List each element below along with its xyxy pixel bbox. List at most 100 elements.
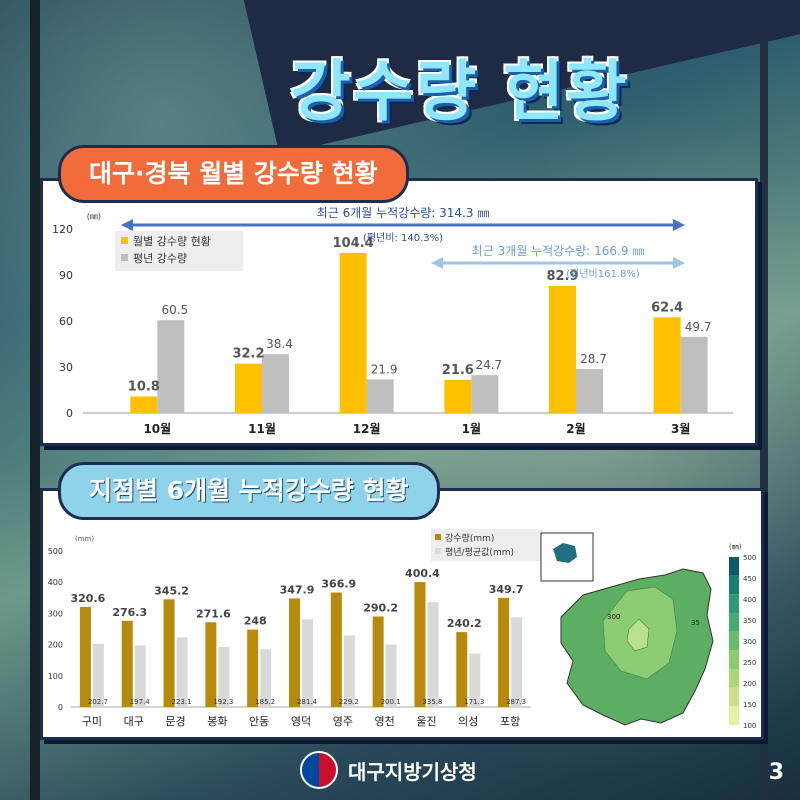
data-label-station-normal: 335.8 xyxy=(422,698,442,706)
data-label-monthly: 32.2 xyxy=(232,347,264,362)
data-label-station-normal: 197.4 xyxy=(130,698,151,706)
monthly-precipitation-chart: (㎜) 0 30 60 90 120 10.8 60.5 10월 32.238.4 11월 104.4… xyxy=(52,206,733,436)
x-tick-label: 영주 xyxy=(333,715,353,728)
map-scale-cell xyxy=(729,706,739,725)
bar-monthly xyxy=(339,252,367,413)
legend-swatch xyxy=(435,548,441,554)
y-tick-label: 0 xyxy=(66,407,73,420)
arrow-head-right-icon xyxy=(673,219,685,231)
data-label-station: 276.3 xyxy=(112,606,147,619)
bar-station xyxy=(372,616,384,707)
y-tick-label: 200 xyxy=(48,641,63,650)
x-tick-label: 10월 xyxy=(143,421,171,436)
bar-normal xyxy=(680,336,708,413)
bar-station xyxy=(247,629,259,707)
x-tick-label: 11월 xyxy=(248,421,276,436)
arrow-head-left-icon xyxy=(121,219,133,231)
data-label-monthly: 82.9 xyxy=(546,269,578,284)
data-label-station-normal: 281.4 xyxy=(297,698,318,706)
section1-title: 대구·경북 월별 강수량 현황 xyxy=(58,145,409,203)
map-scale-cell xyxy=(729,575,739,595)
data-label-station-normal: 202.7 xyxy=(88,698,108,706)
bar-station xyxy=(456,632,468,707)
map-scale-cell xyxy=(729,687,739,707)
arrow-head-left-icon xyxy=(431,257,443,269)
map-scale-unit: (㎜) xyxy=(729,543,742,551)
legend-swatch xyxy=(121,254,128,261)
legend-label: 평년 강수량 xyxy=(133,252,187,265)
data-label-normal: 28.7 xyxy=(580,352,607,366)
annotation-3m-note: (평년비161.8%) xyxy=(566,268,640,280)
data-label-station: 400.4 xyxy=(405,567,440,580)
bar-station-normal xyxy=(427,602,439,707)
page-number: 3 xyxy=(768,760,784,785)
page-title: 강수량 현황 xyxy=(290,53,629,130)
bar-monthly xyxy=(653,317,681,413)
y-tick-label: 30 xyxy=(59,361,73,374)
x-tick-label: 영천 xyxy=(375,714,395,728)
bar-normal xyxy=(157,320,185,413)
data-label-station-normal: 171.3 xyxy=(464,698,484,706)
bar-station-normal xyxy=(469,653,481,707)
bar-station xyxy=(205,622,217,707)
data-label-normal: 49.7 xyxy=(685,320,712,334)
data-label-station: 271.6 xyxy=(196,607,231,620)
map-scale-label: 450 xyxy=(743,575,756,583)
bar-monthly xyxy=(549,285,576,413)
bar-station-normal xyxy=(302,619,313,707)
map-scale-cell xyxy=(729,557,739,576)
x-tick-label: 1월 xyxy=(462,421,481,436)
map-contour-label: 35 xyxy=(691,619,700,627)
y-tick-label: 400 xyxy=(48,578,63,587)
data-label-monthly: 10.8 xyxy=(128,379,160,394)
map-contour-label: 300 xyxy=(607,613,620,621)
y-tick-label: 120 xyxy=(52,223,73,236)
bar-normal xyxy=(366,379,394,413)
section2-title: 지점별 6개월 누적강수량 현황 xyxy=(58,462,440,520)
bar-station xyxy=(289,598,300,707)
footer-org: 대구지방기상청 xyxy=(348,759,477,784)
data-label-station: 248 xyxy=(244,615,267,628)
map-scale-label: 500 xyxy=(743,554,756,562)
data-label-normal: 60.5 xyxy=(161,303,188,317)
x-tick-label: 포항 xyxy=(500,715,520,728)
bar-monthly xyxy=(235,363,262,413)
data-label-station: 320.6 xyxy=(71,592,106,605)
bar-station xyxy=(414,582,426,707)
map-scale-label: 200 xyxy=(743,680,756,688)
bar-station-normal xyxy=(218,647,230,707)
bar-station-normal xyxy=(134,645,146,707)
x-tick-label: 12월 xyxy=(353,421,381,436)
legend-label: 평년/평균값(mm) xyxy=(445,546,514,558)
background-pole-right xyxy=(760,40,768,800)
bar-station-normal xyxy=(511,617,523,707)
x-tick-label: 영덕 xyxy=(291,715,311,728)
bar-station xyxy=(79,606,91,707)
x-tick-label: 2월 xyxy=(566,421,585,436)
y-tick-label: 500 xyxy=(48,547,63,556)
map-scale-label: 300 xyxy=(743,638,756,646)
y-tick-label: 90 xyxy=(59,269,73,282)
data-label-monthly: 62.4 xyxy=(651,300,683,315)
bar-monthly xyxy=(130,396,158,413)
legend-box xyxy=(431,529,543,561)
legend-box xyxy=(115,231,243,271)
map-scale-label: 100 xyxy=(743,722,756,730)
map-scale-cell xyxy=(729,631,739,651)
data-label-station-normal: 223.1 xyxy=(172,698,192,706)
legend-label: 월별 강수량 현황 xyxy=(133,235,211,248)
arrow-head-right-icon xyxy=(673,257,685,269)
data-label-monthly: 21.6 xyxy=(442,363,474,378)
x-tick-label: 3월 xyxy=(671,421,690,436)
data-label-station-normal: 287.3 xyxy=(506,698,526,706)
x-tick-label: 대구 xyxy=(124,715,144,728)
data-label-station: 347.9 xyxy=(280,583,315,596)
bar-station xyxy=(330,592,342,707)
footer: 대구지방기상청 xyxy=(300,751,477,789)
kma-logo-icon xyxy=(300,751,338,789)
map-scale-label: 150 xyxy=(743,701,756,709)
bar-station-normal xyxy=(176,637,188,707)
map-scale-label: 400 xyxy=(743,596,756,604)
annotation-6m-note: (평년비: 140.3%) xyxy=(363,232,443,244)
data-label-station: 366.9 xyxy=(321,578,356,591)
